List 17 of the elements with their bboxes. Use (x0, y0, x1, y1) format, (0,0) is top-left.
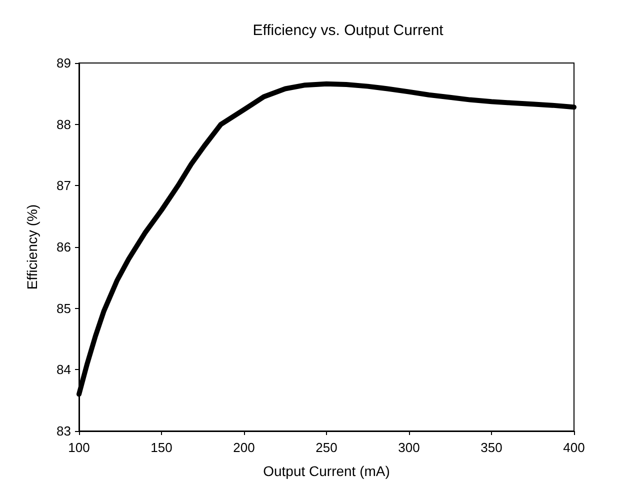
y-tick-label: 87 (56, 178, 71, 194)
x-tick-label: 100 (68, 440, 90, 455)
chart-title: Efficiency vs. Output Current (252, 22, 444, 39)
x-tick-label: 350 (480, 440, 502, 455)
y-tick-label: 84 (56, 362, 71, 378)
y-tick-label: 86 (56, 240, 71, 254)
y-tick-label: 83 (56, 424, 71, 438)
x-tick-label: 250 (316, 440, 338, 455)
x-tick-label: 200 (233, 440, 255, 455)
y-axis-title: Efficiency (%) (24, 204, 40, 290)
x-tick-label: 400 (563, 440, 585, 455)
y-tick-label: 88 (56, 116, 71, 132)
x-tick-label: 300 (398, 440, 420, 455)
y-tick-label: 85 (56, 300, 71, 316)
y-tick-label: 89 (56, 56, 71, 70)
x-axis-title: Output Current (mA) (263, 463, 390, 479)
x-tick-label: 150 (150, 440, 172, 455)
